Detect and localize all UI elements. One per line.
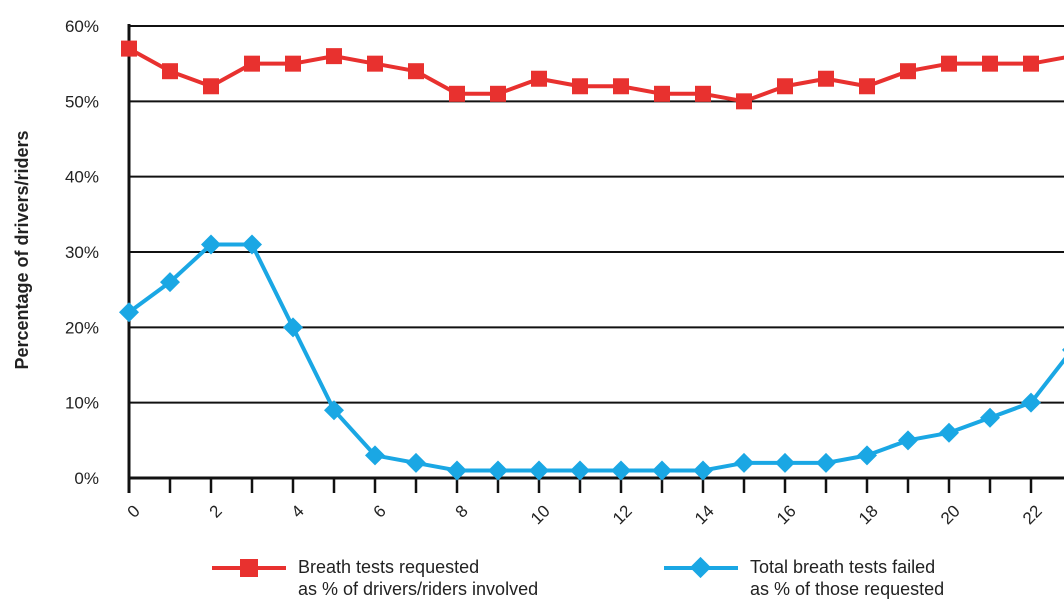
y-tick-label-40: 40% xyxy=(65,168,99,187)
y-tick-label-10: 10% xyxy=(65,394,99,413)
data-point-failed-6 xyxy=(365,445,385,466)
data-point-requested-4 xyxy=(285,55,301,72)
data-point-requested-14 xyxy=(695,85,711,102)
data-point-requested-11 xyxy=(572,78,588,95)
data-point-requested-17 xyxy=(818,70,834,87)
data-point-requested-0 xyxy=(121,40,137,57)
data-point-requested-19 xyxy=(900,63,916,80)
legend-swatch-requested xyxy=(212,556,286,580)
data-point-requested-6 xyxy=(367,55,383,72)
y-tick-label-20: 20% xyxy=(65,318,99,337)
data-point-failed-21 xyxy=(980,407,1000,428)
data-point-failed-13 xyxy=(652,460,672,481)
data-point-requested-8 xyxy=(449,85,465,102)
data-point-failed-3 xyxy=(242,234,262,255)
data-point-failed-22 xyxy=(1021,392,1041,413)
data-point-requested-2 xyxy=(203,78,219,95)
legend-label-failed-line2: as % of those requested xyxy=(750,579,945,599)
x-tick-label-2: 2 xyxy=(206,501,226,521)
data-point-requested-9 xyxy=(490,85,506,102)
legend-label-requested-line2: as % of drivers/riders involved xyxy=(298,579,539,599)
data-point-requested-20 xyxy=(941,55,957,72)
data-point-failed-14 xyxy=(693,460,713,481)
series-line-1 xyxy=(127,242,1064,473)
data-point-requested-21 xyxy=(982,55,998,72)
x-tick-label-16: 16 xyxy=(773,501,800,528)
data-point-requested-12 xyxy=(613,78,629,95)
data-point-failed-5 xyxy=(324,400,344,421)
y-axis-label: Percentage of drivers/riders xyxy=(12,130,32,369)
legend-item-failed: Total breath tests failed as % of those … xyxy=(664,556,944,602)
x-tick-label-0: 0 xyxy=(124,501,144,521)
data-point-requested-15 xyxy=(736,93,752,110)
data-point-failed-10 xyxy=(529,460,549,481)
data-point-failed-16 xyxy=(775,452,795,473)
data-point-failed-7 xyxy=(406,452,426,473)
data-point-failed-20 xyxy=(939,422,959,443)
data-point-failed-1 xyxy=(160,272,180,293)
x-tick-label-4: 4 xyxy=(288,501,308,521)
data-point-failed-2 xyxy=(201,234,221,255)
data-point-failed-8 xyxy=(447,460,467,481)
data-point-failed-4 xyxy=(283,317,303,338)
data-point-failed-9 xyxy=(488,460,508,481)
x-tick-label-12: 12 xyxy=(609,501,636,528)
data-point-requested-18 xyxy=(859,78,875,95)
data-point-failed-0 xyxy=(119,302,139,323)
legend-label-failed-line1: Total breath tests failed xyxy=(750,557,936,577)
x-tick-label-18: 18 xyxy=(855,501,882,528)
y-tick-label-0: 0% xyxy=(74,469,99,488)
data-point-failed-18 xyxy=(857,445,877,466)
axes xyxy=(127,24,1064,493)
data-point-requested-5 xyxy=(326,48,342,65)
grid-lines xyxy=(129,25,1064,404)
data-point-requested-16 xyxy=(777,78,793,95)
data-point-requested-13 xyxy=(654,85,670,102)
data-point-requested-1 xyxy=(162,63,178,80)
x-tick-label-20: 20 xyxy=(937,501,964,528)
x-tick-label-14: 14 xyxy=(691,501,718,528)
x-tick-label-10: 10 xyxy=(527,501,554,528)
data-point-failed-19 xyxy=(898,430,918,451)
legend-item-requested: Breath tests requested as % of drivers/r… xyxy=(212,556,538,602)
y-tick-label-50: 50% xyxy=(65,92,99,111)
legend-label-requested-line1: Breath tests requested xyxy=(298,557,480,577)
y-tick-label-60: 60% xyxy=(65,17,99,36)
series-line-0 xyxy=(128,46,1064,104)
legend-swatch-failed xyxy=(664,556,738,580)
diamond-marker-icon xyxy=(689,556,712,579)
x-tick-label-22: 22 xyxy=(1019,501,1046,528)
data-point-failed-12 xyxy=(611,460,631,481)
data-point-requested-22 xyxy=(1023,55,1039,72)
data-point-failed-17 xyxy=(816,452,836,473)
x-tick-label-6: 6 xyxy=(370,501,390,521)
y-tick-label-30: 30% xyxy=(65,243,99,262)
square-marker-icon xyxy=(240,559,258,577)
data-point-failed-11 xyxy=(570,460,590,481)
data-point-requested-3 xyxy=(244,55,260,72)
data-point-requested-7 xyxy=(408,63,424,80)
data-point-failed-15 xyxy=(734,452,754,473)
data-point-requested-10 xyxy=(531,70,547,87)
x-tick-label-8: 8 xyxy=(452,501,472,521)
series-layer xyxy=(119,40,1064,481)
